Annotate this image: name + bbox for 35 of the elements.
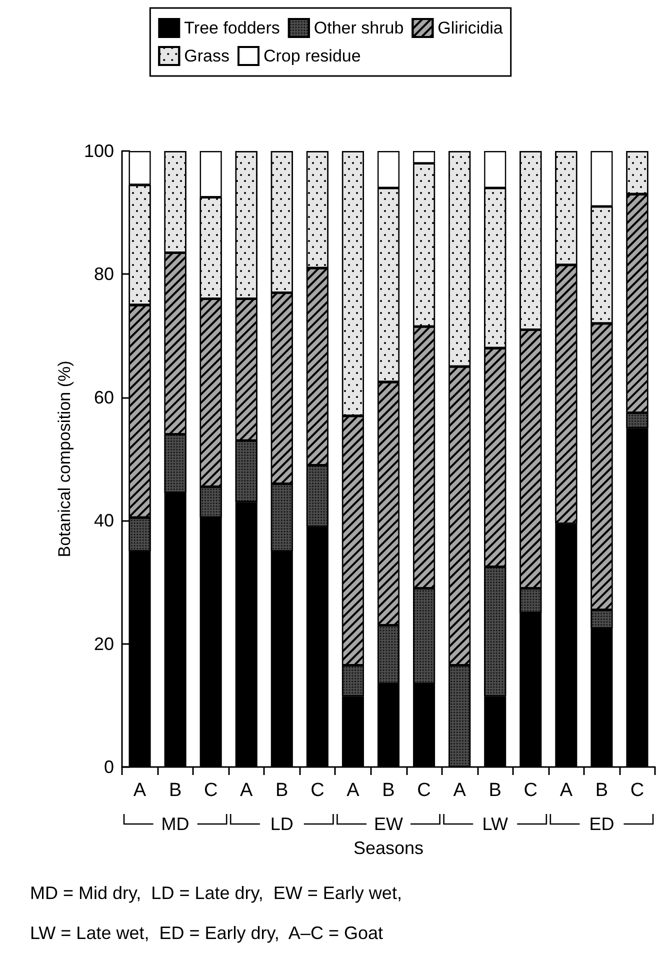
y-tick-label: 0 <box>104 757 114 777</box>
legend-label: Other shrub <box>314 18 404 38</box>
text: MD = Mid dry, LD = Late dry, EW = Early wet, <box>30 883 402 903</box>
text: LW <box>482 814 508 834</box>
legend-label: Grass <box>184 46 230 66</box>
legend-label: Crop residue <box>263 46 361 66</box>
text: LW = Late wet, ED = Early dry, A–C = Goat <box>30 923 383 943</box>
x-tick-label: B <box>276 780 288 801</box>
y-tick-label: 60 <box>94 387 114 408</box>
x-tick-label: A <box>346 780 360 801</box>
x-tick-label: C <box>417 780 431 801</box>
x-tick-label: A <box>240 780 254 801</box>
y-tick-label: 100 <box>84 141 114 161</box>
legend-label: Tree fodders <box>184 18 280 38</box>
text: EW <box>374 814 404 834</box>
text: LD <box>270 814 294 834</box>
text: MD <box>161 814 190 834</box>
x-tick-label: A <box>453 780 466 801</box>
x-axis-title: Seasons <box>353 838 424 858</box>
x-tick-label: A <box>560 780 573 801</box>
x-tick-label: C <box>524 780 538 801</box>
text: ED <box>589 814 614 834</box>
legend-label: Gliricidia <box>438 18 504 38</box>
y-tick-label: 80 <box>94 264 114 284</box>
x-tick-label: B <box>382 780 395 801</box>
y-axis-title: Botanical composition (%) <box>55 360 74 558</box>
y-tick-label: 20 <box>94 634 114 654</box>
x-tick-label: A <box>133 780 146 801</box>
x-tick-label: C <box>204 780 218 801</box>
x-tick-label: B <box>168 780 182 801</box>
y-tick-label: 40 <box>94 510 114 531</box>
x-tick-label: C <box>310 780 324 801</box>
x-tick-label: C <box>630 780 644 801</box>
x-tick-label: B <box>595 780 608 801</box>
x-tick-label: B <box>488 780 502 801</box>
